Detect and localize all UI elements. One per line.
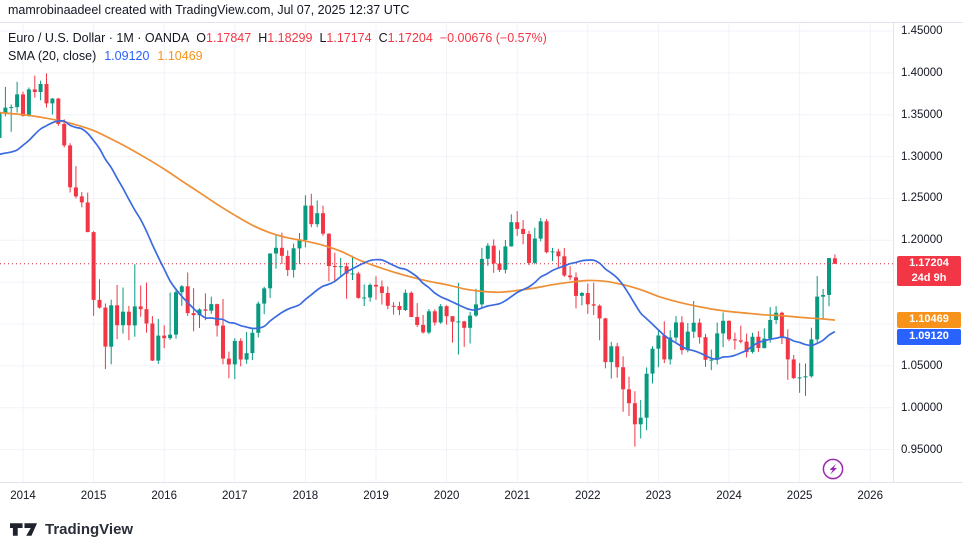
price-axis-label: 1.00000 bbox=[901, 401, 943, 414]
price-axis-label: 1.45000 bbox=[901, 25, 943, 37]
time-axis-label: 2016 bbox=[151, 490, 177, 502]
attribution-text: mamrobinaadeel created with TradingView.… bbox=[8, 3, 410, 17]
time-axis[interactable]: 2014 2015 2016 2017 2018 2019 2020 2021 2022 2023… bbox=[0, 482, 963, 513]
price-axis-label: 1.35000 bbox=[901, 108, 943, 121]
price-axis[interactable]: 1.45000 1.40000 1.35000 1.30000 1.25000 1.200… bbox=[893, 23, 963, 512]
close-value: 1.17204 bbox=[387, 31, 433, 45]
price-badge-sma-20: 1.09120 bbox=[897, 329, 961, 346]
lightning-bolt-icon[interactable] bbox=[821, 457, 845, 481]
price-axis-label: 1.20000 bbox=[901, 234, 943, 247]
indicator-title[interactable]: SMA (20, close) bbox=[8, 49, 97, 63]
price-badge-last-price: 1.17204 24d 9h bbox=[897, 255, 961, 286]
price-axis-label: 1.05000 bbox=[901, 359, 943, 372]
price-axis-label: 1.25000 bbox=[901, 192, 943, 205]
sma20-line bbox=[0, 119, 836, 360]
time-axis-label: 2014 bbox=[10, 490, 36, 502]
tradingview-logo-text[interactable]: TradingView bbox=[45, 520, 134, 538]
price-axis-label: 1.30000 bbox=[901, 150, 943, 163]
grid bbox=[0, 23, 893, 482]
time-axis-label: 2023 bbox=[645, 490, 672, 502]
change-value: −0.00676 (−0.57%) bbox=[439, 31, 547, 45]
low-value: 1.17174 bbox=[326, 31, 372, 45]
time-axis-label: 2017 bbox=[222, 490, 248, 502]
time-axis-label: 2022 bbox=[575, 490, 601, 502]
high-label: H bbox=[258, 31, 268, 45]
time-axis-label: 2024 bbox=[716, 490, 742, 502]
countdown: 24d 9h bbox=[911, 271, 947, 284]
tradingview-logo-icon[interactable] bbox=[10, 522, 38, 537]
open-value: 1.17847 bbox=[206, 31, 252, 45]
symbol-title[interactable]: Euro / U.S. Dollar · 1M · OANDA bbox=[8, 31, 190, 45]
sma20-value: 1.09120 bbox=[104, 49, 150, 63]
high-value: 1.18299 bbox=[267, 31, 313, 45]
attribution-bar: mamrobinaadeel created with TradingView.… bbox=[8, 3, 409, 21]
time-axis-label: 2018 bbox=[292, 490, 319, 502]
time-axis-label: 2015 bbox=[80, 490, 107, 502]
time-axis-label: 2019 bbox=[363, 490, 389, 502]
close-label: C bbox=[378, 31, 388, 45]
candlestick-plot[interactable] bbox=[0, 23, 893, 482]
price-axis-label: 0.95000 bbox=[901, 443, 943, 456]
time-axis-label: 2025 bbox=[786, 490, 813, 502]
chart-legend: Euro / U.S. Dollar · 1M · OANDA O1.17847 H… bbox=[8, 29, 547, 65]
time-axis-label: 2021 bbox=[504, 490, 530, 502]
footer: TradingView bbox=[0, 514, 963, 544]
sma-smoothing-line bbox=[0, 111, 835, 321]
legend-main-row: Euro / U.S. Dollar · 1M · OANDA O1.17847 H… bbox=[8, 29, 547, 47]
open-label: O bbox=[196, 31, 207, 45]
price-badge-sma-smoothing: 1.10469 bbox=[897, 312, 961, 329]
candles bbox=[0, 73, 837, 447]
low-label: L bbox=[319, 31, 327, 45]
time-axis-label: 2026 bbox=[857, 490, 883, 502]
chart-container[interactable]: Euro / U.S. Dollar · 1M · OANDA O1.17847 H… bbox=[0, 22, 963, 515]
price-axis-label: 1.40000 bbox=[901, 66, 943, 79]
legend-indicator-row: SMA (20, close) 1.09120 1.10469 bbox=[8, 47, 547, 65]
time-axis-label: 2020 bbox=[433, 490, 460, 502]
sma-smoothing-value: 1.10469 bbox=[157, 49, 203, 63]
